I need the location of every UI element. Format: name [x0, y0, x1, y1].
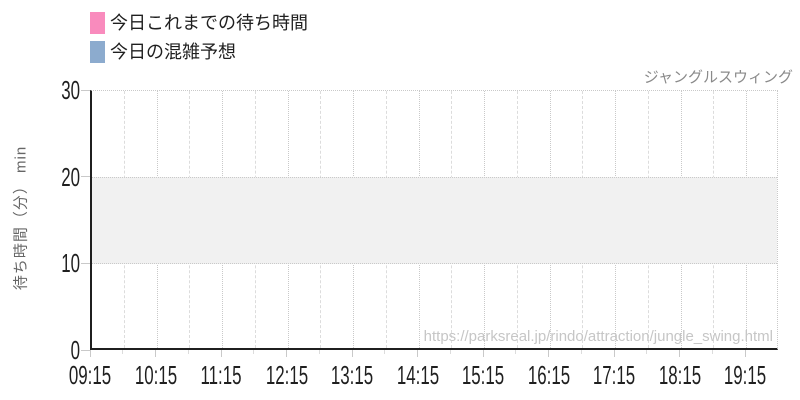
x-tick-mark-minor	[253, 350, 255, 354]
x-tick-mark	[548, 350, 550, 357]
highlight-band	[92, 177, 777, 264]
x-tick-label: 17:15	[593, 360, 636, 390]
x-tick-mark	[89, 350, 91, 357]
y-tick-mark	[81, 176, 90, 178]
x-tick-label: 19:15	[724, 360, 767, 390]
x-tick-mark-minor	[711, 350, 713, 354]
x-tick-mark	[744, 350, 746, 357]
x-tick-label: 16:15	[527, 360, 570, 390]
x-tick-mark-minor	[384, 350, 386, 354]
x-tick-label: 15:15	[461, 360, 505, 390]
x-tick-mark-minor	[646, 350, 648, 354]
legend-item-label: 今日これまでの待ち時間	[110, 13, 308, 33]
x-tick-label: 11:15	[200, 360, 242, 390]
y-tick-mark	[81, 262, 90, 264]
x-tick-mark-minor	[580, 350, 582, 354]
x-tick-mark	[417, 350, 419, 357]
x-tick-mark-minor	[187, 350, 189, 354]
x-tick-label: 09:15	[68, 360, 112, 390]
legend-swatch-today-actual-wait	[90, 12, 105, 34]
x-tick-mark-minor	[122, 350, 124, 354]
y-tick-mark	[81, 89, 90, 91]
y-tick-label: 10	[61, 248, 80, 279]
legend-item-today-actual-wait: 今日これまでの待ち時間	[90, 12, 308, 34]
y-tick-mark	[81, 349, 90, 351]
legend-swatch-today-forecast	[90, 41, 105, 63]
legend-item-today-forecast: 今日の混雑予想	[90, 41, 308, 63]
chart-title: ジャングルスウィング	[643, 69, 793, 86]
x-tick-mark-minor	[449, 350, 451, 354]
x-tick-mark-minor	[515, 350, 517, 354]
x-tick-mark	[220, 350, 222, 357]
plot-area: https://parksreal.jp/rindo/attraction/ju…	[90, 90, 778, 350]
x-tick-mark	[613, 350, 615, 357]
x-tick-mark	[482, 350, 484, 357]
x-tick-label: 14:15	[396, 360, 439, 390]
x-tick-mark	[679, 350, 681, 357]
x-tick-mark	[286, 350, 288, 357]
y-tick-label: 0	[70, 335, 80, 365]
x-tick-mark-minor	[318, 350, 320, 354]
x-tick-label: 12:15	[265, 360, 308, 390]
y-axis-label: 待ち時間（分） min	[12, 145, 30, 291]
x-tick-label: 18:15	[658, 360, 701, 390]
y-tick-label: 30	[61, 75, 80, 105]
legend: 今日これまでの待ち時間 今日の混雑予想	[90, 12, 308, 70]
x-tick-label: 10:15	[134, 360, 177, 390]
x-tick-mark	[155, 350, 157, 357]
x-tick-mark	[351, 350, 353, 357]
y-tick-label: 20	[61, 161, 80, 192]
watermark-url: https://parksreal.jp/rindo/attraction/ju…	[423, 328, 773, 345]
legend-item-label: 今日の混雑予想	[110, 42, 236, 62]
x-tick-label: 13:15	[330, 360, 374, 390]
